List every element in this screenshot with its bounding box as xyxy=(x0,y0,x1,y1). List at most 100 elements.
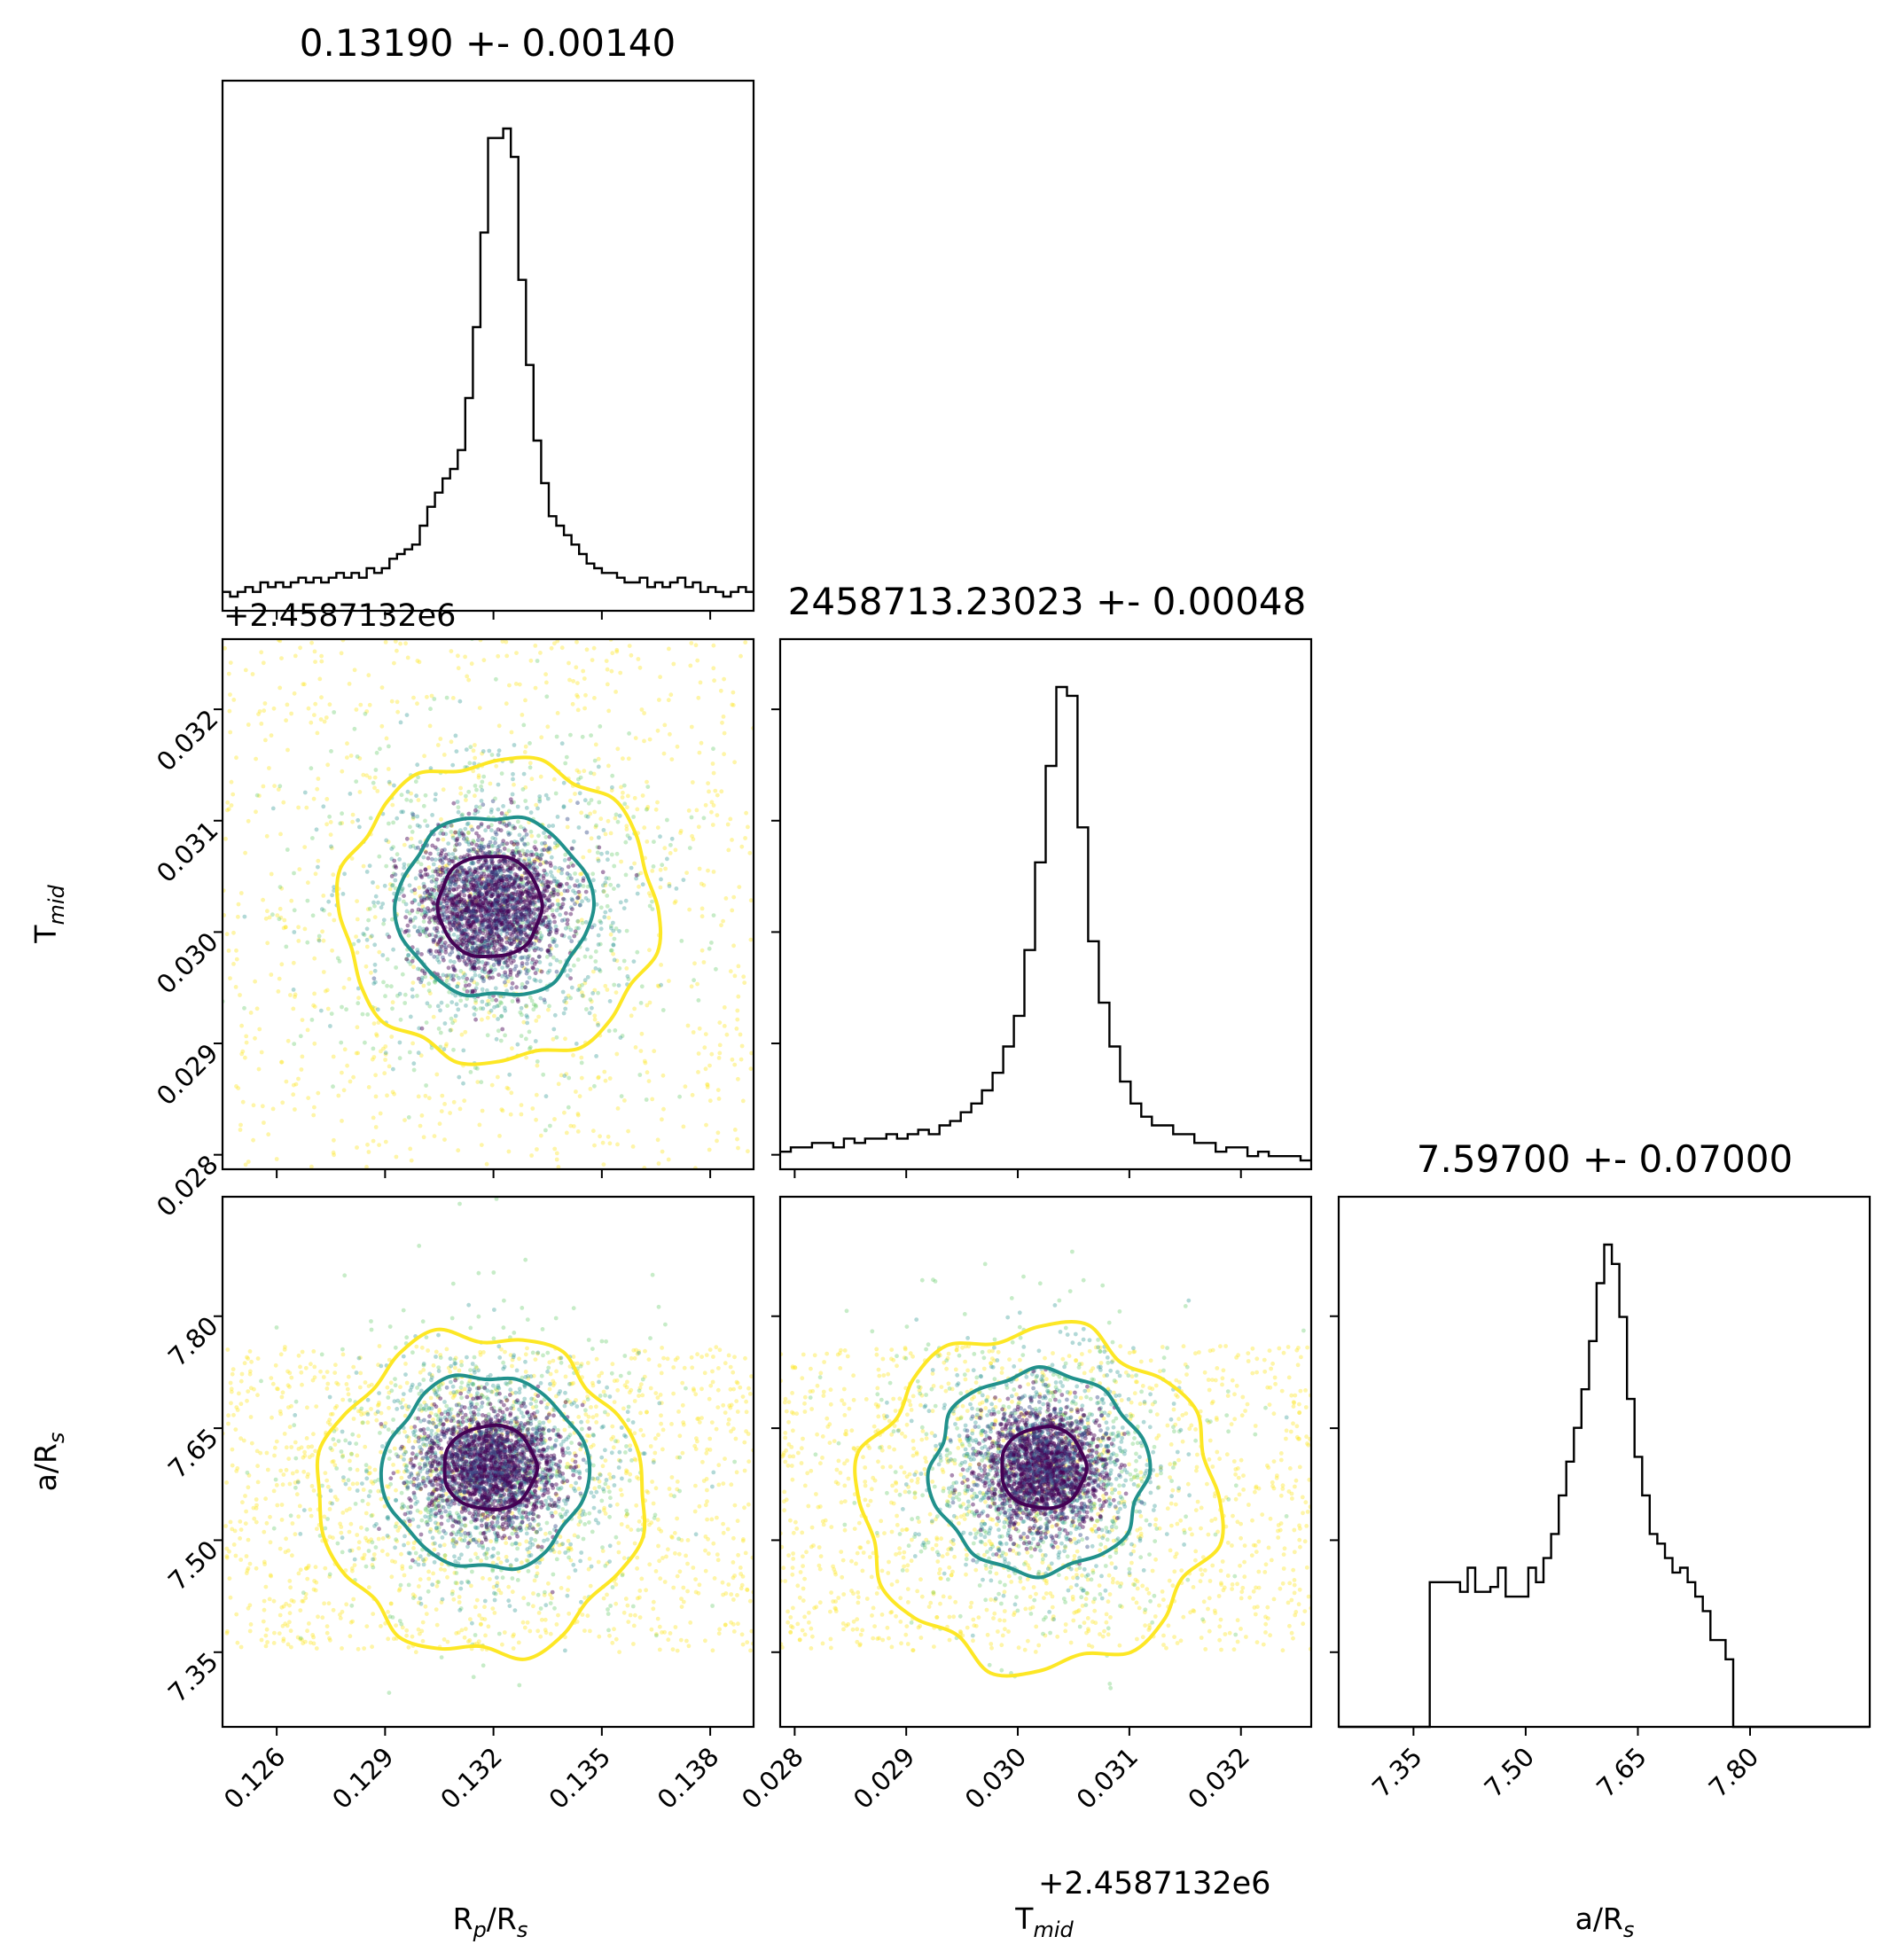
scatter-point xyxy=(472,761,477,766)
scatter-point xyxy=(261,784,266,789)
scatter-point xyxy=(600,1549,606,1553)
scatter-point xyxy=(645,1488,649,1494)
scatter-point xyxy=(311,796,316,801)
scatter-point xyxy=(402,1118,407,1122)
scatter-point xyxy=(535,659,540,663)
scatter-point xyxy=(728,816,733,822)
scatter-point xyxy=(524,1036,528,1042)
scatter-point xyxy=(243,1521,248,1526)
scatter-point xyxy=(439,851,444,855)
scatter-point xyxy=(240,1500,245,1505)
scatter-point xyxy=(577,902,582,908)
scatter-point xyxy=(365,1012,371,1017)
scatter-point xyxy=(234,1084,238,1089)
scatter-point xyxy=(418,1577,423,1582)
scatter-point xyxy=(726,1422,731,1426)
scatter-point xyxy=(559,1586,564,1590)
scatter-point xyxy=(515,850,520,855)
scatter-point xyxy=(383,640,388,644)
scatter-point xyxy=(413,779,418,785)
scatter-point xyxy=(571,679,576,683)
scatter-point xyxy=(448,958,453,964)
scatter-point xyxy=(468,745,473,750)
scatter-point xyxy=(693,1577,698,1581)
scatter-point xyxy=(443,869,449,874)
scatter-point xyxy=(340,1397,346,1402)
scatter-point xyxy=(481,940,485,945)
scatter-point xyxy=(476,894,481,899)
scatter-point xyxy=(346,1374,351,1379)
scatter-point xyxy=(491,908,496,913)
scatter-point xyxy=(486,949,490,954)
scatter-point xyxy=(535,852,539,857)
scatter-point xyxy=(426,906,430,910)
scatter-point xyxy=(480,837,485,842)
scatter-point xyxy=(728,1364,733,1370)
scatter-point xyxy=(525,980,530,985)
scatter-point xyxy=(473,941,478,946)
scatter-point xyxy=(395,816,400,821)
scatter-point xyxy=(364,1624,370,1628)
scatter-point xyxy=(332,1152,336,1158)
scatter-point xyxy=(381,918,387,923)
scatter-point xyxy=(457,1074,462,1080)
scatter-point xyxy=(449,895,455,900)
scatter-point xyxy=(552,1117,557,1121)
scatter-point xyxy=(457,957,462,963)
scatter-point xyxy=(458,905,464,910)
scatter-point xyxy=(383,1058,387,1062)
scatter-point xyxy=(645,1003,650,1008)
scatter-point xyxy=(512,841,516,847)
scatter-point xyxy=(355,1533,360,1537)
scatter-point xyxy=(432,906,436,911)
scatter-point xyxy=(487,995,492,999)
scatter-point xyxy=(480,908,485,913)
scatter-point xyxy=(689,984,694,989)
scatter-point xyxy=(538,1634,543,1639)
scatter-point xyxy=(491,934,496,940)
scatter-point xyxy=(474,899,479,904)
scatter-point xyxy=(552,641,557,646)
scatter-point xyxy=(247,1628,253,1634)
scatter-point xyxy=(322,1601,326,1606)
scatter-point xyxy=(309,1362,313,1367)
scatter-point xyxy=(547,943,552,949)
scatter-point xyxy=(449,893,454,897)
scatter-point xyxy=(573,871,577,876)
scatter-point xyxy=(494,920,499,925)
scatter-point xyxy=(434,1607,439,1612)
scatter-point xyxy=(251,1103,256,1108)
scatter-point xyxy=(450,859,456,864)
scatter-point xyxy=(571,839,576,844)
scatter-point xyxy=(265,1467,270,1472)
scatter-point xyxy=(515,928,520,933)
scatter-point xyxy=(720,1580,725,1585)
scatter-point xyxy=(481,1006,486,1011)
scatter-point xyxy=(385,932,390,937)
scatter-point xyxy=(608,831,613,836)
scatter-point xyxy=(421,919,426,924)
scatter-point xyxy=(544,680,549,685)
scatter-point xyxy=(658,834,662,839)
scatter-point xyxy=(470,861,475,866)
scatter-point xyxy=(710,761,715,766)
scatter-point xyxy=(639,707,645,712)
scatter-point xyxy=(721,1521,725,1527)
scatter-point xyxy=(494,1036,499,1042)
scatter-point xyxy=(511,914,515,918)
scatter-point xyxy=(685,1538,691,1542)
scatter-point xyxy=(590,1005,594,1011)
scatter-point xyxy=(350,819,355,824)
scatter-point xyxy=(356,1001,361,1006)
scatter-point xyxy=(321,1375,326,1379)
scatter-point xyxy=(650,869,655,873)
scatter-point xyxy=(699,948,705,953)
scatter-point xyxy=(656,984,661,989)
scatter-point xyxy=(401,809,405,815)
scatter-point xyxy=(341,1088,347,1093)
scatter-point xyxy=(485,988,489,993)
scatter-point xyxy=(540,847,544,853)
scatter-point xyxy=(449,973,453,978)
scatter-point xyxy=(484,1002,489,1007)
scatter-point xyxy=(577,1094,582,1099)
